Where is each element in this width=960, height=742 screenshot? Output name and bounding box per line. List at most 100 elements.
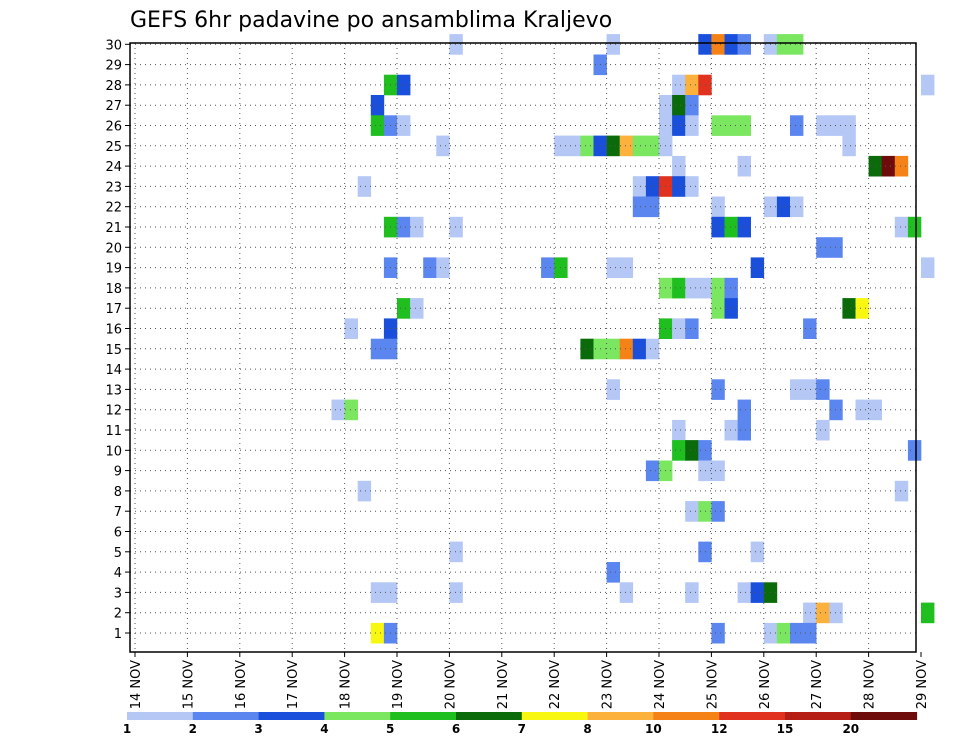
y-tick-label: 1: [114, 627, 122, 642]
heatmap-cell: [685, 582, 699, 603]
heatmap-cell: [776, 196, 791, 218]
heatmap-cell: [816, 115, 830, 136]
heatmap-cell: [449, 216, 463, 238]
heatmap-cell: [645, 176, 660, 197]
x-tick-label: 16 NOV: [234, 660, 249, 709]
heatmap-cell: [397, 115, 411, 136]
y-tick-label: 16: [105, 323, 122, 338]
heatmap-cell: [711, 298, 725, 319]
heatmap-cell: [685, 318, 699, 339]
heatmap-cell: [632, 196, 647, 218]
heatmap-cell: [724, 115, 738, 136]
heatmap-cell: [344, 399, 358, 421]
heatmap-cell: [724, 34, 738, 55]
x-tick-label: 20 NOV: [443, 660, 458, 709]
x-tick-label: 29 NOV: [915, 660, 930, 709]
heatmap-cell: [580, 338, 594, 360]
heatmap-cell: [816, 602, 830, 624]
heatmap-cell: [685, 440, 699, 461]
x-tick-label: 15 NOV: [181, 660, 196, 709]
y-tick-label: 29: [105, 59, 122, 74]
heatmap-cell: [606, 562, 620, 583]
y-tick-label: 11: [105, 424, 122, 439]
x-tick-label: 24 NOV: [653, 660, 668, 709]
plot-frame: [129, 42, 917, 653]
heatmap-cell: [842, 135, 856, 157]
heatmap-cell: [410, 298, 424, 319]
heatmap-cell: [711, 216, 725, 238]
heatmap-cell: [894, 216, 909, 238]
heatmap-cell: [645, 196, 660, 218]
y-tick-label: 4: [114, 566, 122, 581]
heatmap-cell: [685, 176, 699, 197]
heatmap-cell: [921, 602, 935, 624]
heatmap-cell: [370, 95, 385, 116]
heatmap-cell: [921, 74, 935, 96]
heatmap-cell: [370, 582, 385, 603]
y-tick-label: 19: [105, 262, 122, 277]
legend-swatch: [719, 712, 786, 720]
x-tick-label: 18 NOV: [339, 660, 354, 709]
heatmap-cell: [842, 115, 856, 136]
heatmap-cell: [645, 135, 660, 157]
heatmap-cell: [685, 95, 699, 116]
x-tick-label: 22 NOV: [548, 660, 563, 709]
heatmap-cell: [907, 440, 922, 461]
heatmap-cell: [921, 257, 935, 278]
heatmap-cell: [436, 257, 450, 278]
y-tick-label: 2: [114, 607, 122, 622]
heatmap-cell: [790, 622, 804, 644]
heatmap-cell: [685, 501, 699, 522]
heatmap-cell: [397, 298, 411, 319]
heatmap-cell: [541, 257, 555, 278]
color-legend: 1 2 3 4 5 6 7 8 10 12 15 20: [123, 712, 918, 736]
heatmap-cell: [632, 338, 647, 360]
heatmap-cell: [672, 318, 686, 339]
x-tick-label: 17 NOV: [286, 660, 301, 709]
legend-label: 15: [777, 722, 794, 736]
legend-label: 7: [518, 722, 526, 736]
y-tick-label: 30: [105, 38, 122, 53]
heatmap-cell: [331, 399, 345, 421]
heatmap-cell: [790, 34, 804, 55]
heatmap-cell: [737, 34, 751, 55]
heatmap-cell: [816, 237, 830, 258]
grid-lines: [130, 43, 916, 652]
y-tick-label: 7: [114, 505, 122, 520]
legend-swatch: [258, 712, 325, 720]
heatmap-cell: [370, 338, 385, 360]
legend-label: 10: [645, 722, 662, 736]
heatmap-cell: [397, 74, 411, 96]
heatmap-cell: [619, 135, 634, 157]
y-axis: 1234567891011121314151617181920212223242…: [105, 38, 130, 642]
heatmap-cell: [423, 257, 437, 278]
x-tick-label: 21 NOV: [496, 660, 511, 709]
heatmap-cell: [711, 34, 725, 55]
heatmap-cell: [580, 135, 594, 157]
heatmap-cell: [816, 419, 830, 441]
heatmap-cell: [737, 399, 751, 421]
y-tick-label: 5: [114, 546, 122, 561]
x-tick-label: 14 NOV: [129, 660, 144, 709]
heatmap-cells: [331, 34, 935, 644]
heatmap-cell: [750, 257, 765, 278]
legend-swatch: [521, 712, 589, 720]
legend-swatch: [127, 712, 194, 720]
y-tick-label: 12: [105, 404, 122, 419]
heatmap-cell: [790, 196, 804, 218]
heatmap-cell: [672, 419, 686, 441]
heatmap-cell: [803, 602, 817, 624]
legend-swatch: [587, 712, 654, 720]
legend-label: 12: [711, 722, 728, 736]
heatmap-cell: [606, 135, 620, 157]
heatmap-cell: [737, 115, 751, 136]
heatmap-cell: [606, 34, 620, 55]
heatmap-cell: [685, 115, 699, 136]
y-tick-label: 22: [105, 201, 122, 216]
y-tick-label: 24: [105, 160, 122, 175]
y-tick-label: 21: [105, 221, 122, 236]
legend-label: 3: [254, 722, 262, 736]
heatmap-cell: [711, 460, 725, 482]
y-tick-label: 8: [114, 485, 122, 500]
